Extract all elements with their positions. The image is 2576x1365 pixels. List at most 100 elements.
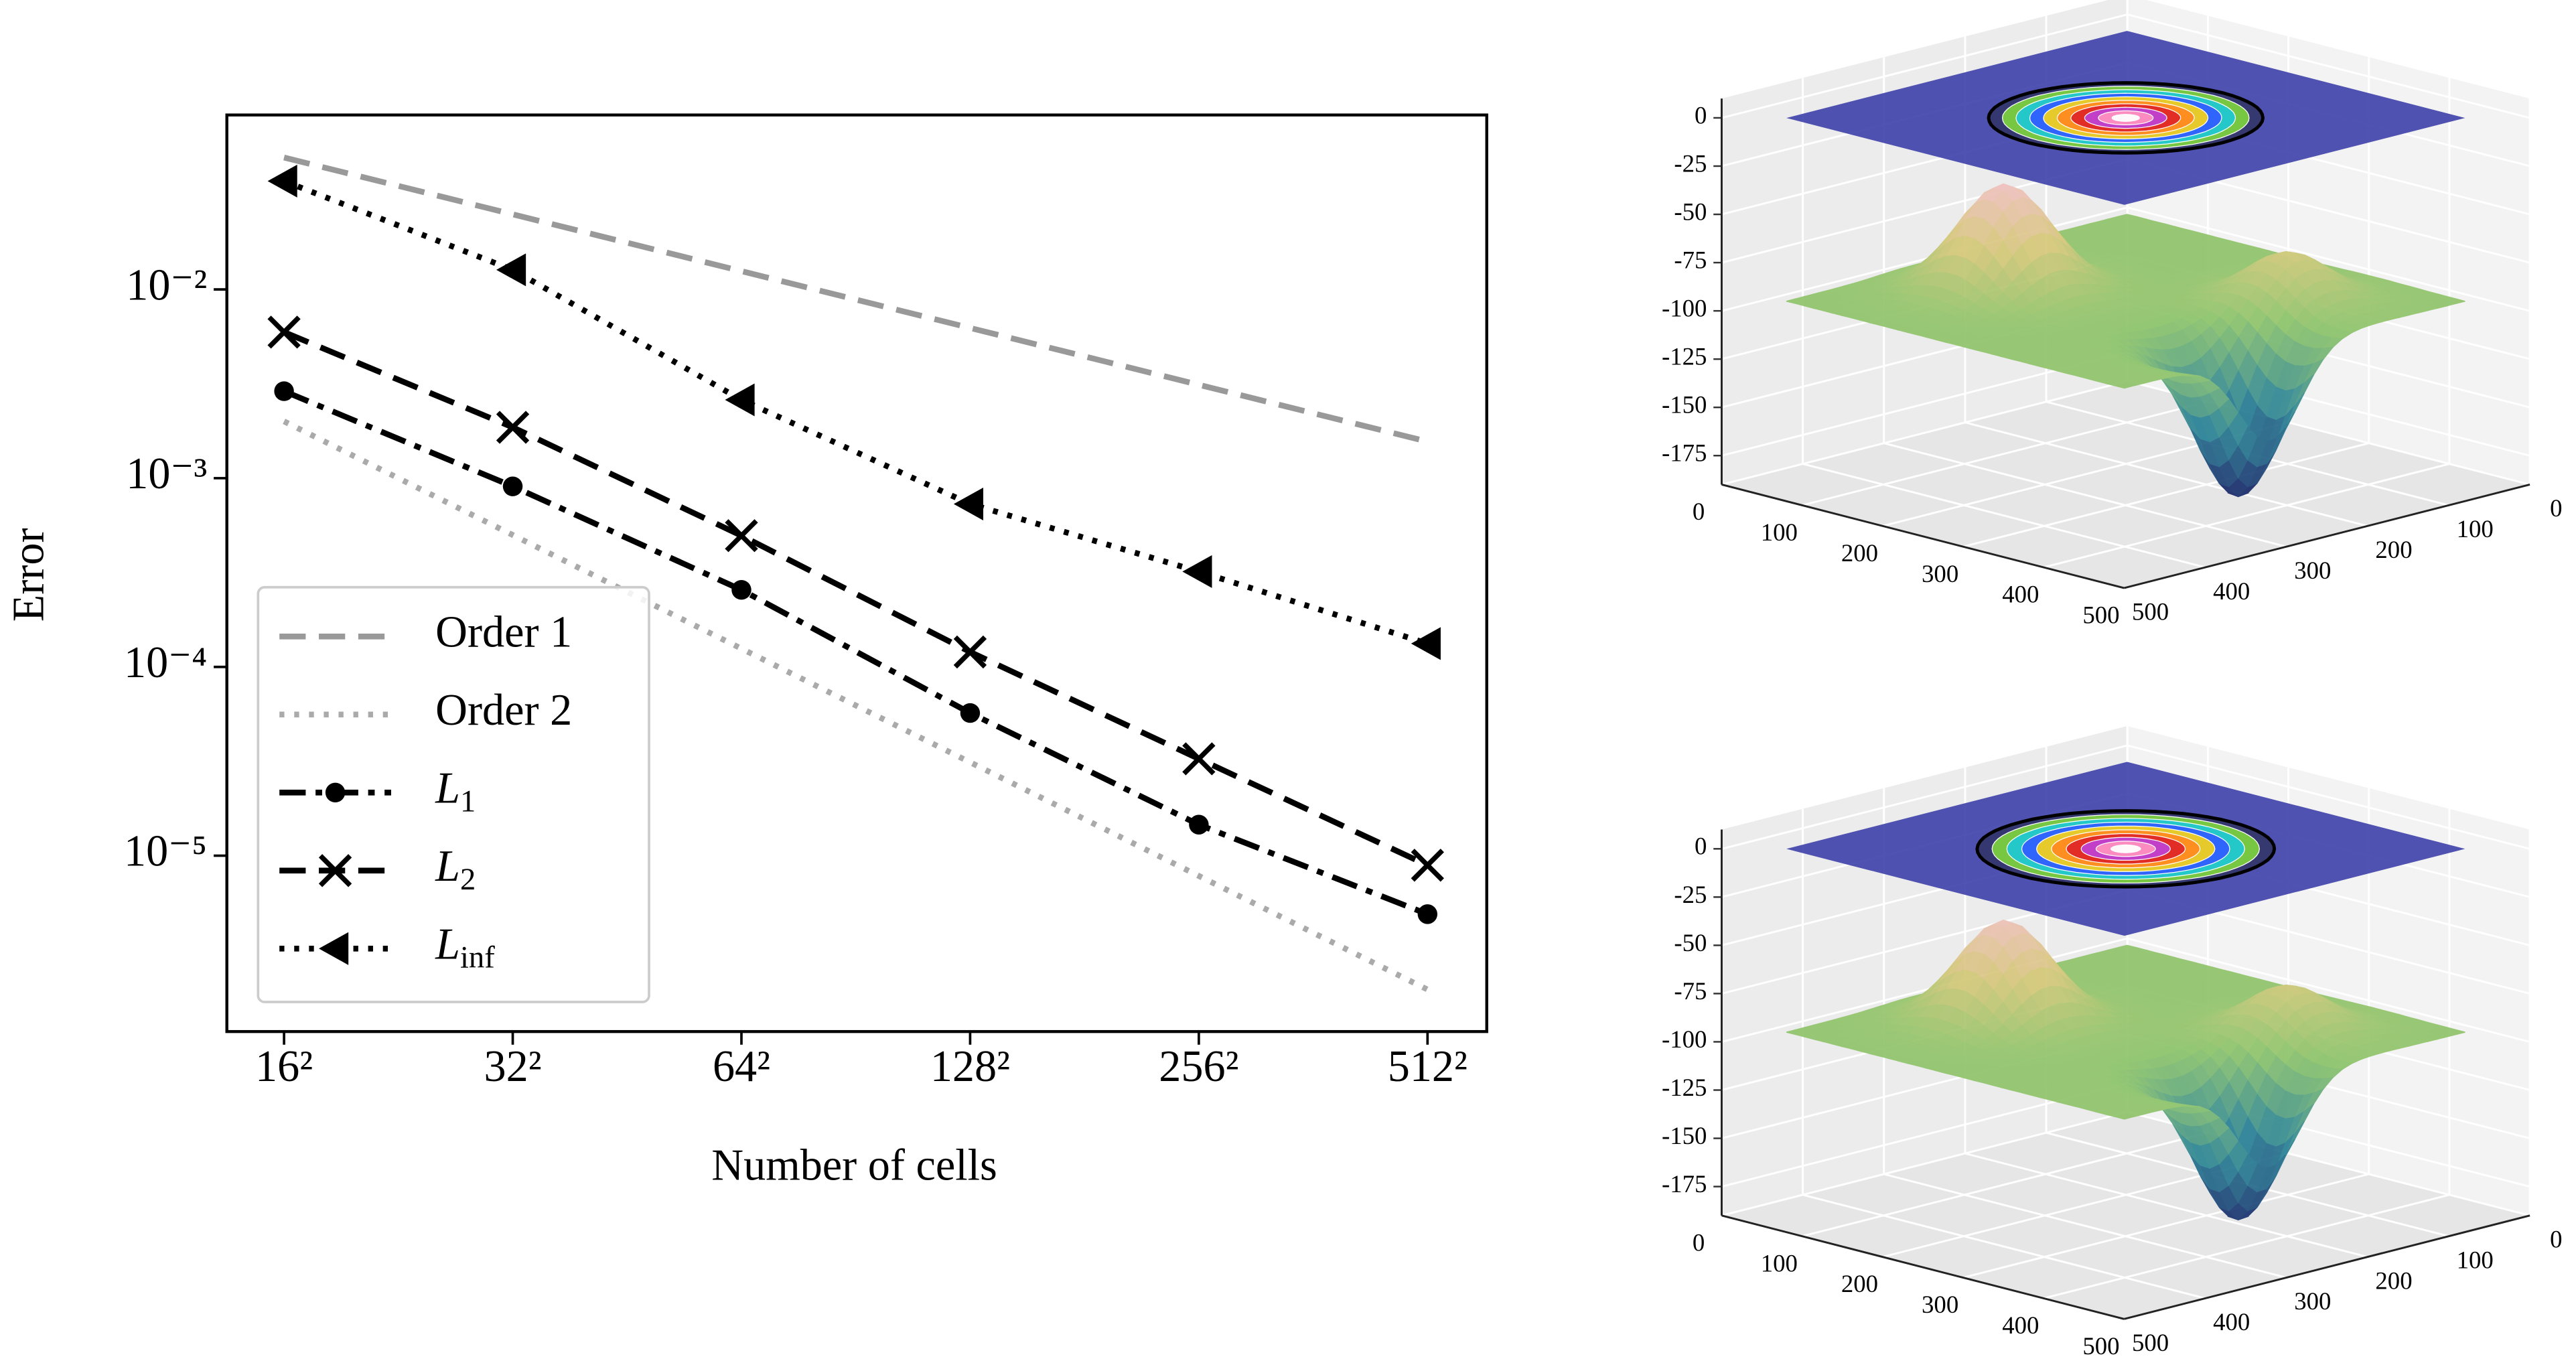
x-tick-label: 128² <box>930 1042 1010 1091</box>
y-tick-label: 200 <box>2375 1267 2412 1294</box>
axis-line <box>2123 484 2530 589</box>
y-tick-label: 400 <box>2213 1308 2250 1336</box>
z-tick-label: -125 <box>1662 1074 1707 1101</box>
grid-line <box>1964 767 2368 1259</box>
data-point <box>496 253 526 287</box>
z-tick-label: -100 <box>1662 295 1707 322</box>
grid-line <box>1802 78 2206 569</box>
data-point <box>725 519 758 553</box>
y-tick-label: 100 <box>2457 1246 2494 1273</box>
x-tick-label: 64² <box>713 1042 770 1091</box>
x-tick-label: 200 <box>1841 539 1878 567</box>
axis-line <box>2123 1214 2530 1320</box>
x-axis-label: Number of cells <box>711 1141 997 1190</box>
y-axis-label: Error <box>5 528 54 622</box>
z-tick-label: 0 <box>1695 833 1707 860</box>
surface-cell <box>2115 382 2134 389</box>
legend-marker <box>318 854 352 887</box>
data-point <box>274 381 294 401</box>
x-tick-label: 500 <box>2082 601 2119 629</box>
y-tick-label: 10⁻⁵ <box>124 827 207 876</box>
x-tick-label: 32² <box>484 1042 542 1091</box>
data-point <box>267 315 301 349</box>
legend-marker <box>319 932 349 965</box>
plot-frame <box>225 113 1488 1033</box>
axis-line <box>1721 484 2125 589</box>
y-tick-label: 10⁻⁴ <box>124 638 207 687</box>
data-point <box>725 383 755 417</box>
x-tick-label: 500 <box>2082 1332 2119 1360</box>
surface-cell <box>2115 1113 2134 1120</box>
data-point <box>731 579 752 600</box>
legend-box <box>257 585 650 1003</box>
z-tick-label: -125 <box>1662 343 1707 370</box>
series-line <box>283 388 1429 917</box>
data-point <box>1411 849 1444 882</box>
z-tick-label: -75 <box>1674 246 1707 274</box>
contour-ring <box>2111 114 2140 122</box>
surface <box>1786 920 2465 1221</box>
x-tick-label: 100 <box>1761 518 1798 546</box>
data-point <box>953 635 987 669</box>
y-tick-label: 400 <box>2213 577 2250 605</box>
x-tick-label: 100 <box>1761 1249 1798 1277</box>
z-tick-label: -75 <box>1674 977 1707 1005</box>
z-tick-label: 0 <box>1695 101 1707 129</box>
data-point <box>1182 555 1212 588</box>
z-tick-label: -50 <box>1674 929 1707 956</box>
z-tick-label: -175 <box>1662 1170 1707 1198</box>
grid-line <box>1883 788 2287 1279</box>
data-point <box>1189 814 1209 835</box>
z-tick-label: -50 <box>1674 198 1707 225</box>
x-tick-label: 0 <box>1693 498 1705 525</box>
legend-label: L1 <box>435 764 476 819</box>
data-point <box>1182 742 1216 776</box>
data-point <box>502 476 523 496</box>
data-point <box>1417 904 1438 924</box>
data-point <box>267 164 297 198</box>
y-tick-label: 0 <box>2550 1226 2562 1253</box>
legend-label: L2 <box>435 842 476 897</box>
y-tick-label: 500 <box>2132 1329 2169 1356</box>
series-line <box>283 419 1429 993</box>
x-tick-label: 400 <box>2002 1311 2039 1339</box>
y-tick-label: 300 <box>2294 557 2331 584</box>
y-tick-label: 0 <box>2550 494 2562 522</box>
z-tick-label: -175 <box>1662 439 1707 467</box>
data-point <box>953 487 984 520</box>
series-line <box>283 155 1429 445</box>
y-tick-label: 10⁻² <box>126 261 207 309</box>
grid-line <box>1802 808 2206 1299</box>
x-tick-label: 16² <box>255 1042 313 1091</box>
y-tick-label: 500 <box>2132 598 2169 626</box>
series-line <box>283 178 1429 646</box>
legend-label: Order 1 <box>435 608 572 657</box>
legend-label: Linf <box>435 920 495 975</box>
grid-line <box>1883 57 2287 548</box>
contour-ring <box>2110 844 2141 853</box>
z-tick-label: -25 <box>1674 881 1707 908</box>
x-tick-label: 256² <box>1159 1042 1238 1091</box>
z-tick-label: -25 <box>1674 149 1707 177</box>
z-tick-label: -150 <box>1662 1122 1707 1149</box>
x-tick-label: 0 <box>1693 1228 1705 1256</box>
series-line <box>283 329 1429 868</box>
z-tick-label: -150 <box>1662 391 1707 419</box>
data-point <box>496 411 530 444</box>
legend-label: Order 2 <box>435 686 572 735</box>
legend-marker <box>325 782 346 803</box>
y-tick-label: 200 <box>2375 536 2412 563</box>
surface <box>1786 183 2465 498</box>
y-tick-label: 10⁻³ <box>126 449 207 498</box>
axis-line <box>1721 1214 2125 1320</box>
x-tick-label: 400 <box>2002 581 2039 608</box>
x-tick-label: 200 <box>1841 1270 1878 1297</box>
y-tick-label: 100 <box>2457 515 2494 543</box>
data-point <box>960 703 981 723</box>
data-point <box>1411 627 1441 660</box>
x-tick-label: 512² <box>1388 1042 1468 1091</box>
x-tick-label: 300 <box>1922 1291 1958 1318</box>
y-tick-label: 300 <box>2294 1287 2331 1315</box>
